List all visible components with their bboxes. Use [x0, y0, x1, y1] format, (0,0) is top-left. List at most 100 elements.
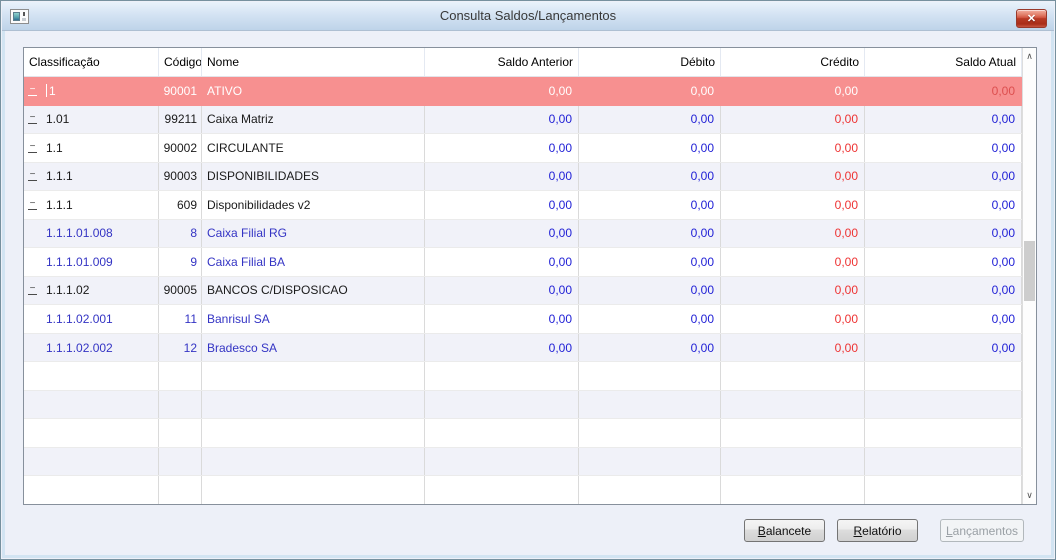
cell-credito [721, 447, 865, 476]
vertical-scrollbar[interactable]: ∧ ∨ [1022, 48, 1036, 504]
cell-codigo [159, 362, 202, 390]
cell-saldo-anterior: 0,00 [425, 162, 579, 191]
table-row[interactable]: 1.1.1.01.009 9 Caixa Filial BA 0,00 0,00 0,00… [24, 248, 1022, 277]
cell-saldo-anterior: 0,00 [425, 305, 579, 333]
column-header-7[interactable]: Saldo Atual [865, 48, 1022, 76]
accounts-table: Classificação Código Nome Saldo Anterior Déb… [23, 47, 1037, 505]
cell-saldo-anterior: 0,00 [425, 333, 579, 362]
cell-saldo-atual [865, 476, 1022, 504]
cell-nome: ATIVO [207, 83, 243, 98]
cell-debito: 0,00 [579, 134, 721, 162]
cell-credito [721, 362, 865, 390]
cell-saldo-atual: 0,00 [865, 248, 1022, 276]
cell-nome [202, 447, 425, 476]
lancamentos-button: Lançamentos [940, 519, 1024, 542]
column-header-6[interactable]: Crédito [721, 48, 865, 76]
cell-debito: 0,00 [579, 305, 721, 333]
cell-credito: 0,00 [834, 83, 858, 98]
table-row[interactable]: −1.01 99211 Caixa Matriz 0,00 0,00 0,00 0,00 [24, 105, 1022, 135]
tree-collapse-icon[interactable]: − [28, 83, 37, 96]
table-row[interactable]: 1.1.1.01.008 8 Caixa Filial RG 0,00 0,00 0,00… [24, 219, 1022, 249]
cell-credito: 0,00 [721, 191, 865, 219]
column-header-5[interactable]: Débito [579, 48, 721, 76]
cell-saldo-atual: 0,00 [991, 83, 1015, 98]
cell-classificacao: −1 [28, 83, 56, 98]
empty-table-row[interactable] [24, 476, 1022, 504]
empty-table-row[interactable] [24, 447, 1022, 477]
cell-saldo-anterior: 0,00 [425, 276, 579, 305]
window-title: Consulta Saldos/Lançamentos [439, 8, 617, 23]
cell-debito: 0,00 [579, 333, 721, 362]
cell-credito: 0,00 [721, 105, 865, 134]
cell-debito [579, 419, 721, 447]
cell-saldo-atual: 0,00 [865, 134, 1022, 162]
cell-saldo-anterior: 0,00 [425, 105, 579, 134]
cell-codigo: 90003 [159, 162, 202, 191]
cell-nome: Caixa Filial BA [202, 248, 425, 276]
tree-collapse-icon[interactable]: − [28, 197, 37, 210]
cell-nome [202, 419, 425, 447]
cell-saldo-atual [865, 362, 1022, 390]
scroll-down-icon[interactable]: ∨ [1026, 490, 1033, 500]
cell-nome [202, 390, 425, 419]
cell-nome [202, 362, 425, 390]
cell-codigo: 9 [159, 248, 202, 276]
table-row[interactable]: −1.1.1.02 90005 BANCOS C/DISPOSICAO 0,00 0,0… [24, 276, 1022, 306]
close-button[interactable]: ✕ [1016, 9, 1047, 28]
cell-saldo-anterior [425, 362, 579, 390]
cell-codigo [159, 447, 202, 476]
scroll-up-icon[interactable]: ∧ [1026, 51, 1033, 61]
cell-credito: 0,00 [721, 248, 865, 276]
cell-credito: 0,00 [721, 276, 865, 305]
relatorio-button[interactable]: Relatório [837, 519, 918, 542]
tree-collapse-icon[interactable]: − [28, 283, 37, 296]
cell-saldo-anterior [425, 390, 579, 419]
table-row[interactable]: −1 90001 ATIVO 0,00 0,00 0,00 0,00 [24, 77, 1022, 106]
cell-classificacao: −1.1 [24, 134, 159, 162]
cell-debito [579, 390, 721, 419]
empty-table-row[interactable] [24, 362, 1022, 391]
table-row[interactable]: −1.1.1 609 Disponibilidades v2 0,00 0,00 0,00… [24, 191, 1022, 220]
close-icon: ✕ [1026, 13, 1037, 25]
cell-saldo-anterior: 0,00 [548, 83, 572, 98]
table-row[interactable]: 1.1.1.02.002 12 Bradesco SA 0,00 0,00 0,00 0,0… [24, 333, 1022, 363]
cell-saldo-atual: 0,00 [865, 276, 1022, 305]
cell-saldo-atual: 0,00 [865, 105, 1022, 134]
cell-classificacao [24, 390, 159, 419]
cell-debito: 0,00 [579, 191, 721, 219]
cell-classificacao [24, 447, 159, 476]
cell-nome: BANCOS C/DISPOSICAO [202, 276, 425, 305]
table-row[interactable]: −1.1 90002 CIRCULANTE 0,00 0,00 0,00 0,00 [24, 134, 1022, 163]
tree-collapse-icon[interactable]: − [28, 169, 37, 182]
column-header-2[interactable]: Código [159, 48, 202, 76]
cell-codigo: 12 [159, 333, 202, 362]
cell-debito: 0,00 [579, 219, 721, 248]
cell-classificacao: 1.1.1.02.001 [24, 305, 159, 333]
cell-debito [579, 362, 721, 390]
cell-codigo: 11 [159, 305, 202, 333]
table-body: −1 90001 ATIVO 0,00 0,00 0,00 0,00−1.01 99211 Ca… [24, 77, 1022, 504]
cell-credito [721, 390, 865, 419]
cell-saldo-atual: 0,00 [865, 191, 1022, 219]
cell-classificacao: 1.1.1.02.002 [24, 333, 159, 362]
tree-collapse-icon[interactable]: − [28, 112, 37, 125]
tree-collapse-icon[interactable]: − [28, 140, 37, 153]
table-row[interactable]: 1.1.1.02.001 11 Banrisul SA 0,00 0,00 0,00 0,0… [24, 305, 1022, 334]
cell-codigo [159, 476, 202, 504]
cell-saldo-atual: 0,00 [865, 305, 1022, 333]
cell-nome [202, 476, 425, 504]
balancete-button[interactable]: Balancete [744, 519, 825, 542]
column-header-1[interactable]: Classificação [24, 48, 159, 76]
table-row[interactable]: −1.1.1 90003 DISPONIBILIDADES 0,00 0,00 0,00 0… [24, 162, 1022, 192]
cell-codigo: 90001 [163, 83, 197, 98]
scrollbar-thumb[interactable] [1024, 241, 1035, 301]
cell-credito: 0,00 [721, 305, 865, 333]
empty-table-row[interactable] [24, 419, 1022, 448]
cell-saldo-atual [865, 447, 1022, 476]
cell-classificacao [24, 476, 159, 504]
column-header-4[interactable]: Saldo Anterior [425, 48, 579, 76]
cell-classificacao: 1.1.1.01.008 [24, 219, 159, 248]
empty-table-row[interactable] [24, 390, 1022, 420]
column-header-3[interactable]: Nome [202, 48, 425, 76]
